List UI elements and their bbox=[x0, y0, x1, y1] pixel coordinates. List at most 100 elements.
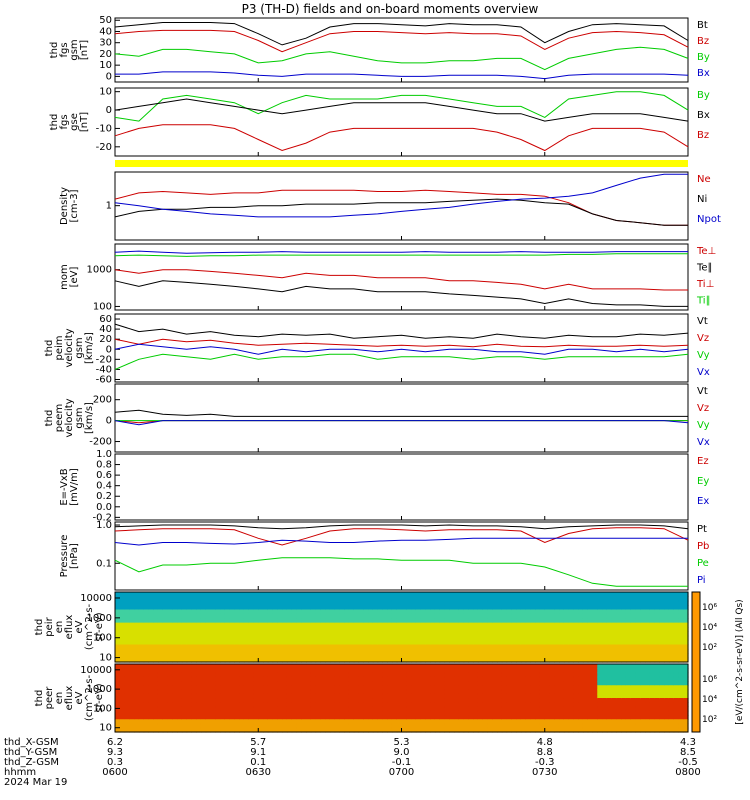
spectrogram-cell bbox=[220, 592, 226, 597]
spectrogram-cell bbox=[320, 605, 326, 611]
spectrogram-cell bbox=[220, 706, 226, 712]
spectrogram-cell bbox=[377, 635, 383, 641]
spectrogram-cell bbox=[267, 605, 274, 611]
spectrogram-cell bbox=[559, 622, 565, 628]
spectrogram-cell bbox=[215, 706, 221, 712]
spectrogram-cell bbox=[415, 640, 422, 646]
spectrogram-cell bbox=[291, 693, 298, 699]
spectrogram-cell bbox=[525, 685, 532, 691]
spectrogram-cell bbox=[664, 618, 670, 624]
spectrogram-cell bbox=[563, 644, 570, 650]
y-axis-label: eV bbox=[74, 691, 85, 704]
spectrogram-cell bbox=[282, 710, 288, 716]
spectrogram-cell bbox=[578, 605, 584, 611]
spectrogram-cell bbox=[310, 648, 317, 654]
y-tick-label: 0.0 bbox=[96, 502, 112, 513]
spectrogram-cell bbox=[635, 653, 641, 659]
spectrogram-cell bbox=[415, 698, 422, 703]
spectrogram-cell bbox=[573, 723, 579, 729]
spectrogram-cell bbox=[549, 723, 555, 729]
spectrogram-cell bbox=[253, 689, 259, 695]
spectrogram-cell bbox=[387, 668, 393, 674]
spectrogram-cell bbox=[497, 668, 503, 674]
spectrogram-cell bbox=[353, 706, 360, 712]
spectrogram-cell bbox=[411, 653, 417, 659]
spectrogram-cell bbox=[411, 640, 417, 646]
spectrogram-cell bbox=[263, 622, 269, 628]
spectrogram-cell bbox=[492, 622, 498, 628]
spectrogram-cell bbox=[224, 640, 231, 646]
spectrogram-cell bbox=[664, 672, 670, 678]
spectrogram-cell bbox=[563, 600, 570, 606]
spectrogram-cell bbox=[243, 693, 250, 699]
spectrogram-cell bbox=[134, 685, 140, 691]
spectrogram-cell bbox=[291, 653, 298, 659]
spectrogram-cell bbox=[606, 698, 613, 703]
spectrogram-cell bbox=[678, 706, 684, 712]
spectrogram-cell bbox=[129, 613, 135, 619]
spectrogram-cell bbox=[358, 672, 364, 678]
spectrogram-cell bbox=[153, 596, 159, 602]
y-axis-label: sr-eV) bbox=[94, 612, 105, 641]
spectrogram-cell bbox=[654, 689, 660, 695]
spectrogram-cell bbox=[344, 644, 350, 650]
spectrogram-cell bbox=[530, 689, 536, 695]
spectrogram-cell bbox=[177, 648, 183, 654]
spectrogram-cell bbox=[640, 693, 646, 699]
spectrogram-cell bbox=[339, 664, 345, 669]
spectrogram-cell bbox=[224, 685, 231, 691]
spectrogram-cell bbox=[191, 710, 197, 716]
spectrogram-cell bbox=[286, 693, 293, 699]
spectrogram-cell bbox=[678, 635, 684, 641]
spectrogram-cell bbox=[602, 618, 608, 624]
spectrogram-cell bbox=[267, 672, 274, 678]
spectrogram-cell bbox=[439, 702, 446, 708]
spectrogram-cell bbox=[425, 622, 431, 628]
spectrogram-cell bbox=[411, 622, 417, 628]
spectrogram-cell bbox=[415, 676, 422, 682]
spectrogram-cell bbox=[616, 672, 622, 678]
spectrogram-cell bbox=[473, 702, 479, 708]
spectrogram-cell bbox=[382, 672, 388, 678]
spectrogram-cell bbox=[654, 631, 660, 637]
spectrogram-cell bbox=[172, 653, 178, 659]
spectrogram-cell bbox=[463, 672, 469, 678]
spectrogram-cell bbox=[511, 715, 517, 720]
spectrogram-cell bbox=[511, 609, 517, 615]
spectrogram-cell bbox=[234, 702, 240, 708]
spectrogram-cell bbox=[396, 715, 403, 720]
spectrogram-cell bbox=[143, 653, 150, 659]
spectrogram-cell bbox=[358, 693, 364, 699]
spectrogram-cell bbox=[162, 600, 169, 606]
spectrogram-cell bbox=[267, 653, 274, 659]
spectrogram-cell bbox=[172, 681, 178, 686]
spectrogram-cell bbox=[454, 657, 460, 663]
spectrogram-cell bbox=[253, 681, 259, 686]
spectrogram-cell bbox=[134, 635, 140, 641]
spectrogram-cell bbox=[368, 627, 374, 632]
spectrogram-cell bbox=[592, 600, 598, 606]
spectrogram-cell bbox=[248, 600, 255, 606]
spectrogram-cell bbox=[530, 715, 536, 720]
spectrogram-cell bbox=[497, 622, 503, 628]
spectrogram-cell bbox=[425, 715, 431, 720]
x-tick-label: 9.1 bbox=[250, 747, 266, 758]
spectrogram-cell bbox=[516, 613, 522, 619]
spectrogram-cell bbox=[291, 622, 298, 628]
spectrogram-cell bbox=[301, 635, 307, 641]
spectrogram-cell bbox=[549, 672, 555, 678]
spectrogram-cell bbox=[554, 627, 560, 632]
spectrogram-cell bbox=[530, 668, 536, 674]
spectrogram-cell bbox=[530, 681, 536, 686]
spectrogram-cell bbox=[210, 618, 216, 624]
spectrogram-cell bbox=[492, 605, 498, 611]
spectrogram-cell bbox=[243, 631, 250, 637]
spectrogram-cell bbox=[138, 613, 145, 619]
spectrogram-cell bbox=[267, 689, 274, 695]
spectrogram-cell bbox=[573, 592, 579, 597]
spectrogram-cell bbox=[406, 609, 412, 615]
spectrogram-cell bbox=[134, 657, 140, 663]
spectrogram-cell bbox=[602, 727, 608, 733]
spectrogram-cell bbox=[272, 613, 278, 619]
spectrogram-cell bbox=[248, 676, 255, 682]
